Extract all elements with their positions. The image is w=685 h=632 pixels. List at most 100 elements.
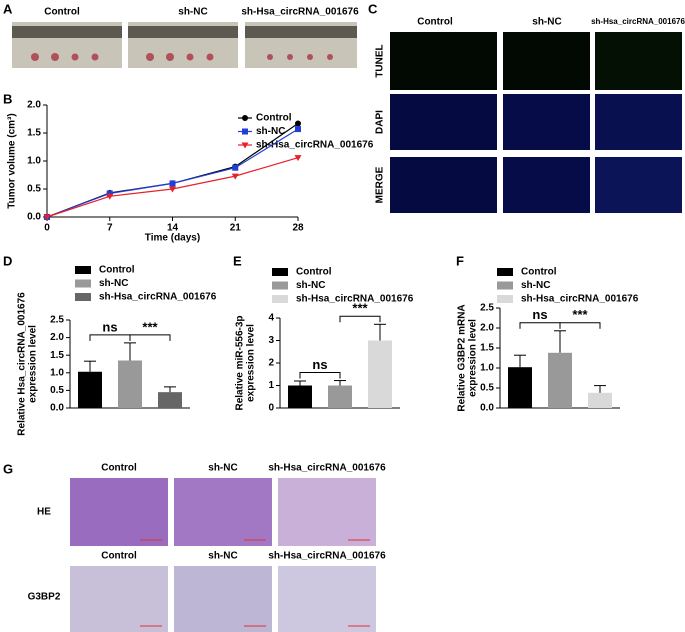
y-axis-label: expression level (246, 324, 257, 402)
y-tick-label: 1.0 (50, 367, 64, 378)
bar (368, 340, 392, 408)
error-bar (124, 342, 136, 361)
y-tick-label: 2.0 (27, 100, 41, 111)
bar (78, 371, 102, 408)
panel-label: G (3, 461, 13, 476)
y-tick-label: 0.0 (480, 403, 494, 414)
bar (548, 352, 572, 408)
legend-swatch (272, 295, 288, 303)
column-label: sh-Hsa_circRNA_001676 (268, 463, 386, 474)
legend-swatch (497, 295, 513, 303)
point (232, 164, 239, 171)
legend-label: sh-NC (256, 126, 285, 137)
legend-swatch (75, 293, 91, 301)
panel-label: E (233, 253, 242, 268)
y-axis-label: Tumor volume (cm³) (7, 113, 18, 208)
y-axis-label: expression level (468, 319, 479, 397)
row-label: DAPI (375, 110, 386, 134)
error-bar (334, 380, 346, 386)
point (294, 155, 302, 162)
y-tick-label: 3 (268, 335, 274, 346)
legend-label: sh-NC (296, 280, 325, 291)
y-tick-label: 1.0 (27, 156, 41, 167)
significance-label: *** (142, 319, 158, 334)
x-tick-label: 14 (167, 223, 179, 234)
x-tick-label: 0 (44, 223, 50, 234)
x-tick-label: 28 (292, 223, 304, 234)
significance-bracket (89, 334, 131, 341)
y-axis-label: Relative miR-556-3p (235, 315, 246, 410)
y-tick-label: 1 (268, 380, 274, 391)
column-label: sh-NC (208, 463, 237, 474)
bar (508, 367, 532, 408)
point (106, 190, 113, 197)
significance-bracket (559, 322, 601, 329)
legend-swatch (272, 281, 288, 290)
x-tick-label: 21 (230, 223, 242, 234)
legend-swatch (75, 266, 91, 274)
column-label: Control (101, 551, 137, 562)
significance-bracket (339, 315, 381, 323)
error-bar (374, 323, 386, 341)
row-label: TUNEL (375, 44, 386, 77)
point (295, 126, 301, 133)
significance-label: ns (102, 319, 117, 334)
error-bar (554, 330, 566, 353)
error-bar (594, 385, 606, 393)
significance-label: ns (312, 357, 327, 372)
y-tick-label: 2.5 (480, 303, 494, 314)
panel-label: D (3, 253, 12, 268)
error-bar (84, 360, 96, 372)
bar (328, 385, 352, 408)
y-tick-label: 4 (268, 313, 274, 324)
panel-label: F (456, 253, 464, 268)
panel-label: B (3, 91, 12, 106)
y-tick-label: 0.0 (27, 212, 41, 223)
panel-label: C (368, 1, 378, 16)
column-label: Control (101, 463, 137, 474)
x-axis-label: Time (days) (145, 233, 200, 244)
error-bar (294, 380, 306, 386)
bar (118, 360, 142, 408)
y-tick-label: 2.0 (50, 332, 64, 343)
bar (588, 392, 612, 408)
significance-bracket (519, 322, 561, 329)
point (106, 193, 114, 200)
y-tick-label: 0.5 (27, 184, 41, 195)
significance-bracket (299, 372, 341, 379)
column-label: Control (417, 17, 453, 28)
y-tick-label: 0 (268, 403, 274, 414)
bar (158, 392, 182, 408)
y-tick-label: 0.5 (50, 385, 64, 396)
legend-label: sh-Hsa_circRNA_001676 (256, 140, 374, 151)
legend-label: sh-Hsa_circRNA_001676 (521, 294, 639, 305)
point (169, 180, 176, 187)
row-label: MERGE (375, 166, 386, 203)
error-bar (164, 386, 176, 393)
y-axis-label: expression level (28, 325, 39, 403)
legend-label: sh-Hsa_circRNA_001676 (296, 294, 414, 305)
row-label: HE (37, 507, 51, 518)
significance-bracket (129, 334, 171, 341)
point (242, 128, 248, 135)
legend-swatch (272, 268, 288, 276)
point (43, 214, 51, 221)
point (169, 186, 176, 193)
point (231, 173, 239, 180)
y-tick-label: 2.0 (480, 323, 494, 334)
significance-label: *** (352, 301, 368, 316)
y-tick-label: 1.5 (27, 128, 41, 139)
significance-label: ns (532, 307, 547, 322)
y-tick-label: 1.5 (50, 350, 64, 361)
legend-label: Control (99, 265, 135, 276)
x-tick-label: 7 (107, 223, 113, 234)
y-tick-label: 2 (268, 358, 274, 369)
legend-label: sh-Hsa_circRNA_001676 (99, 292, 217, 303)
histology-images (70, 478, 376, 632)
legend-label: sh-NC (99, 278, 128, 289)
caliper-photos (12, 22, 357, 68)
legend-label: Control (256, 113, 292, 124)
panel-label: A (3, 1, 13, 16)
y-tick-label: 1.5 (480, 343, 494, 354)
